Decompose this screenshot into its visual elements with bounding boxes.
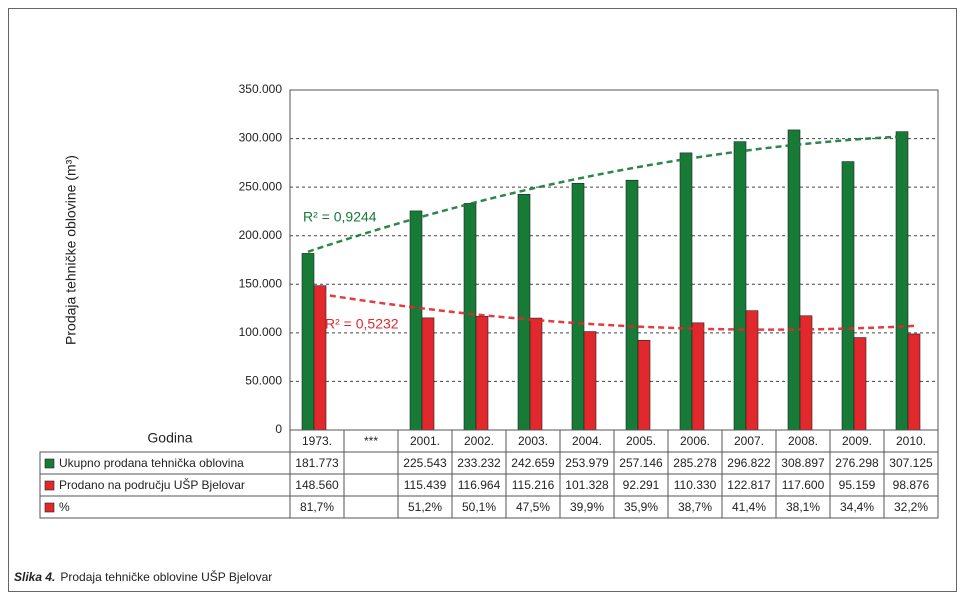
frame — [8, 8, 957, 592]
table-cell: 117.600 — [782, 478, 825, 492]
table-cell: 225.543 — [403, 456, 447, 470]
legend-label: Prodano na području UŠP Bjelovar — [59, 477, 245, 492]
annotation: R² = 0,9244 — [303, 209, 377, 225]
bar — [733, 141, 747, 431]
legend-marker — [44, 458, 55, 469]
bar — [841, 161, 855, 431]
x-tick-label: 2004. — [572, 434, 602, 448]
table-cell: 115.439 — [404, 478, 447, 492]
table-cell: 47,5% — [516, 500, 550, 514]
x-tick-label: *** — [364, 434, 378, 448]
caption: Slika 4. Prodaja tehničke oblovine UŠP Bj… — [14, 569, 272, 584]
y-tick-label: 50.000 — [245, 374, 282, 388]
table-cell: 242.659 — [511, 456, 555, 470]
bar — [625, 179, 639, 431]
legend-label: % — [59, 500, 70, 514]
x-axis-title: Godina — [147, 430, 192, 446]
bar — [475, 316, 489, 431]
x-tick-label: 1973. — [302, 434, 332, 448]
table-cell: 35,9% — [624, 500, 658, 514]
table-cell: 101.328 — [565, 478, 609, 492]
table-cell: 38,7% — [678, 500, 712, 514]
table-cell: 51,2% — [408, 500, 442, 514]
table-cell: 81,7% — [300, 500, 334, 514]
table-cell: 92.291 — [623, 478, 660, 492]
table-cell: 32,2% — [894, 500, 928, 514]
table-cell: 50,1% — [462, 500, 496, 514]
bar — [907, 333, 921, 431]
bar — [313, 285, 327, 431]
table-cell: 276.298 — [835, 456, 879, 470]
x-tick-label: 2007. — [734, 434, 764, 448]
y-tick-label: 350.000 — [239, 82, 283, 96]
bar — [529, 317, 543, 431]
y-tick-label: 150.000 — [239, 276, 283, 290]
table-cell: 38,1% — [786, 500, 820, 514]
bar — [571, 182, 585, 431]
bar — [409, 210, 423, 431]
bar — [853, 337, 867, 431]
caption-label: Slika 4. — [14, 570, 55, 584]
bar — [691, 322, 705, 431]
bar — [679, 152, 693, 431]
y-axis-title: Prodaja tehničke oblovine (m³) — [63, 155, 79, 345]
y-tick-label: 300.000 — [239, 131, 283, 145]
trendline — [319, 292, 915, 331]
y-tick-label: 250.000 — [239, 179, 283, 193]
table-cell: 181.773 — [295, 456, 339, 470]
legend-label: Ukupno prodana tehnička oblovina — [59, 456, 244, 470]
bar — [463, 203, 477, 431]
table-cell: 148.560 — [295, 478, 339, 492]
table-cell: 98.876 — [893, 478, 930, 492]
table-cell: 122.817 — [727, 478, 771, 492]
table-cell: 39,9% — [570, 500, 604, 514]
table-cell: 285.278 — [673, 456, 717, 470]
y-tick-label: 100.000 — [239, 325, 283, 339]
bar — [799, 315, 813, 431]
bar — [421, 317, 435, 431]
bar — [517, 193, 531, 431]
table-border — [39, 495, 939, 519]
bar — [301, 253, 315, 431]
x-tick-label: 2003. — [518, 434, 548, 448]
x-tick-label: 2002. — [464, 434, 494, 448]
table-cell: 116.964 — [458, 478, 501, 492]
table-cell: 110.330 — [674, 478, 717, 492]
trendline — [307, 135, 903, 253]
x-tick-label: 2001. — [410, 434, 440, 448]
x-tick-label: 2006. — [680, 434, 710, 448]
annotation: R² = 0,5232 — [325, 316, 399, 332]
bar — [895, 131, 909, 431]
table-cell: 34,4% — [840, 500, 874, 514]
y-tick-label: 0 — [275, 422, 282, 436]
table-cell: 253.979 — [565, 456, 609, 470]
x-tick-label: 2005. — [626, 434, 656, 448]
bar — [787, 129, 801, 431]
caption-text: Prodaja tehničke oblovine UŠP Bjelovar — [60, 569, 272, 584]
x-tick-label: 2010. — [896, 434, 926, 448]
bar — [583, 331, 597, 431]
legend-marker — [44, 480, 55, 491]
table-cell: 307.125 — [889, 456, 933, 470]
table-cell: 115.216 — [512, 478, 555, 492]
table-cell: 233.232 — [457, 456, 501, 470]
x-tick-label: 2008. — [788, 434, 818, 448]
table-cell: 296.822 — [727, 456, 771, 470]
bar — [637, 340, 651, 431]
table-cell: 308.897 — [781, 456, 825, 470]
table-cell: 95.159 — [839, 478, 876, 492]
y-tick-label: 200.000 — [239, 228, 283, 242]
table-cell: 257.146 — [619, 456, 663, 470]
legend-marker — [44, 502, 55, 513]
table-cell: 41,4% — [732, 500, 766, 514]
x-tick-label: 2009. — [842, 434, 872, 448]
